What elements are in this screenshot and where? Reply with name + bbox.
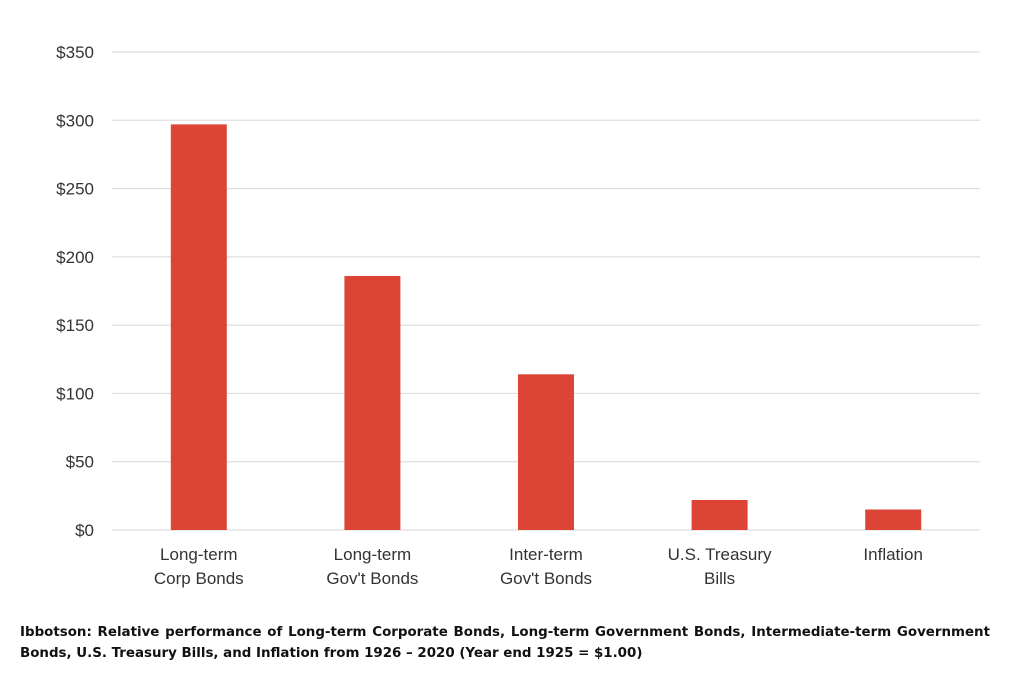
y-tick-label: $50 xyxy=(66,453,94,472)
x-category-label: U.S. Treasury Bills xyxy=(668,545,772,588)
y-axis-tick-labels: $0 $50 $100 $150 $200 $250 $300 $350 xyxy=(56,43,94,540)
x-category-label: Long-term Corp Bonds xyxy=(154,545,244,588)
figure-caption: Ibbotson: Relative performance of Long-t… xyxy=(20,625,990,661)
x-category-label: Long-term Gov't Bonds xyxy=(326,545,418,588)
bar xyxy=(170,124,227,530)
bar xyxy=(344,275,401,530)
x-axis-category-labels: Long-term Corp Bonds Long-term Gov't Bonds I… xyxy=(154,545,923,588)
y-tick-label: $0 xyxy=(75,521,94,540)
bar xyxy=(865,509,922,530)
x-category-label: Inflation xyxy=(863,545,923,564)
y-tick-label: $250 xyxy=(56,180,94,199)
bar xyxy=(691,499,748,530)
y-tick-label: $100 xyxy=(56,384,94,403)
bar xyxy=(518,374,574,530)
y-tick-label: $350 xyxy=(56,43,94,62)
y-tick-label: $300 xyxy=(56,111,94,130)
x-category-label: Inter-term Gov't Bonds xyxy=(500,545,592,588)
bars xyxy=(170,124,922,530)
y-tick-label: $200 xyxy=(56,248,94,267)
y-tick-label: $150 xyxy=(56,316,94,335)
bar-chart: $0 $50 $100 $150 $200 $250 $300 $350 Long-term C… xyxy=(56,43,980,588)
